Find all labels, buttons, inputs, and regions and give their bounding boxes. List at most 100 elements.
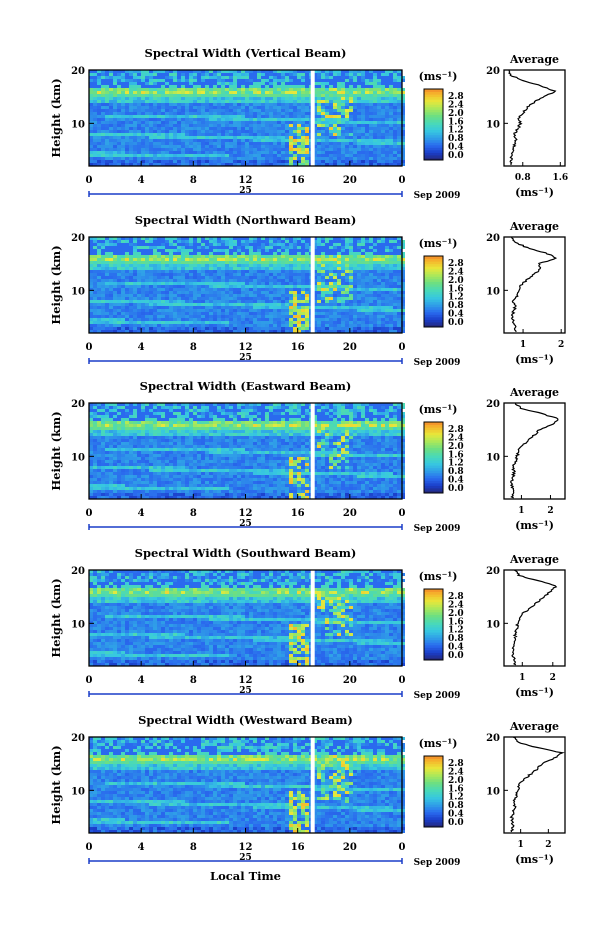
heatmap-cell — [169, 118, 173, 121]
heatmap-cell — [301, 145, 305, 148]
heatmap-cell — [289, 288, 293, 291]
heatmap-cell — [209, 318, 213, 321]
heatmap-cell — [337, 297, 341, 300]
heatmap-cell — [273, 282, 277, 285]
heatmap-cell — [269, 124, 273, 127]
heatmap-cell — [273, 264, 277, 267]
heatmap-cell — [317, 130, 321, 133]
heatmap-cell — [253, 303, 257, 306]
heatmap-cell — [385, 115, 389, 118]
heatmap-cell — [377, 255, 381, 258]
heatmap-cell — [141, 297, 145, 300]
heatmap-cell — [257, 76, 261, 79]
heatmap-cell — [333, 264, 337, 267]
heatmap-cell — [125, 318, 129, 321]
heatmap-cell — [361, 294, 365, 297]
heatmap-cell — [105, 106, 109, 109]
heatmap-cell — [233, 321, 237, 324]
heatmap-cell — [333, 145, 337, 148]
heatmap-cell — [109, 427, 113, 430]
heatmap-cell — [189, 321, 193, 324]
heatmap-cell — [297, 151, 301, 154]
heatmap-cell — [121, 76, 125, 79]
heatmap-cell — [249, 285, 253, 288]
heatmap-cell — [109, 475, 113, 478]
heatmap-cell — [285, 309, 289, 312]
heatmap-cell — [397, 303, 401, 306]
heatmap-cell — [229, 309, 233, 312]
heatmap-cell — [189, 130, 193, 133]
heatmap-cell — [165, 121, 169, 124]
heatmap-cell — [385, 157, 389, 160]
heatmap-cell — [305, 157, 309, 160]
heatmap-cell — [201, 270, 205, 273]
heatmap-cell — [173, 91, 177, 94]
heatmap-cell — [377, 130, 381, 133]
heatmap-cell — [233, 324, 237, 327]
heatmap-cell — [357, 300, 361, 303]
heatmap-cell — [221, 276, 225, 279]
heatmap-cell — [129, 306, 133, 309]
heatmap-cell — [297, 124, 301, 127]
heatmap-cell — [105, 100, 109, 103]
heatmap-cell — [101, 109, 105, 112]
heatmap-cell — [181, 255, 185, 258]
heatmap-cell — [277, 249, 281, 252]
heatmap-cell — [137, 327, 141, 330]
heatmap-cell — [117, 88, 121, 91]
heatmap-cell — [281, 273, 285, 276]
heatmap-cell — [205, 282, 209, 285]
heatmap-cell — [377, 327, 381, 330]
heatmap-cell — [221, 285, 225, 288]
heatmap-cell — [253, 142, 257, 145]
heatmap-cell — [301, 142, 305, 145]
heatmap-cell — [225, 249, 229, 252]
heatmap-cell — [217, 258, 221, 261]
heatmap-cell — [213, 106, 217, 109]
heatmap-cell — [373, 109, 377, 112]
heatmap-cell — [221, 127, 225, 130]
heatmap-cell — [117, 127, 121, 130]
heatmap-cell — [97, 490, 101, 493]
heatmap-cell — [105, 418, 109, 421]
heatmap-cell — [209, 112, 213, 115]
heatmap-cell — [285, 282, 289, 285]
heatmap-cell — [237, 327, 241, 330]
heatmap-cell — [293, 88, 297, 91]
heatmap-cell — [373, 270, 377, 273]
heatmap-cell — [333, 109, 337, 112]
heatmap-cell — [129, 309, 133, 312]
heatmap-cell — [289, 261, 293, 264]
heatmap-cell — [373, 294, 377, 297]
heatmap-cell — [293, 109, 297, 112]
heatmap-cell — [133, 258, 137, 261]
heatmap-cell — [285, 91, 289, 94]
heatmap-cell — [249, 94, 253, 97]
heatmap-cell — [393, 288, 397, 291]
heatmap-cell — [361, 112, 365, 115]
heatmap-cell — [261, 139, 265, 142]
heatmap-cell — [341, 303, 345, 306]
heatmap-cell — [201, 246, 205, 249]
heatmap-cell — [373, 148, 377, 151]
heatmap-cell — [117, 297, 121, 300]
heatmap-cell — [165, 267, 169, 270]
heatmap-cell — [397, 139, 401, 142]
heatmap-cell — [305, 148, 309, 151]
heatmap-cell — [341, 258, 345, 261]
heatmap-cell — [325, 267, 329, 270]
heatmap-cell — [397, 154, 401, 157]
heatmap-cell — [341, 309, 345, 312]
heatmap-cell — [269, 142, 273, 145]
heatmap-cell — [285, 100, 289, 103]
heatmap-cell — [357, 309, 361, 312]
heatmap-cell — [253, 85, 257, 88]
heatmap-cell — [345, 288, 349, 291]
heatmap-cell — [181, 121, 185, 124]
heatmap-cell — [301, 258, 305, 261]
heatmap-cell — [221, 324, 225, 327]
heatmap-cell — [333, 321, 337, 324]
heatmap-cell — [325, 157, 329, 160]
heatmap-cell — [245, 258, 249, 261]
heatmap-cell — [305, 255, 309, 258]
